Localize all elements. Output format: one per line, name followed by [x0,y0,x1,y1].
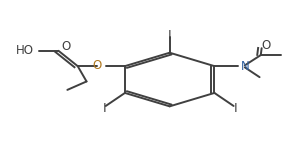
Text: HO: HO [15,44,33,57]
Text: I: I [103,102,106,115]
Text: N: N [240,60,249,73]
Text: I: I [233,102,237,115]
Text: I: I [168,29,171,42]
Text: O: O [61,40,71,54]
Text: O: O [261,39,271,52]
Text: O: O [92,59,101,72]
